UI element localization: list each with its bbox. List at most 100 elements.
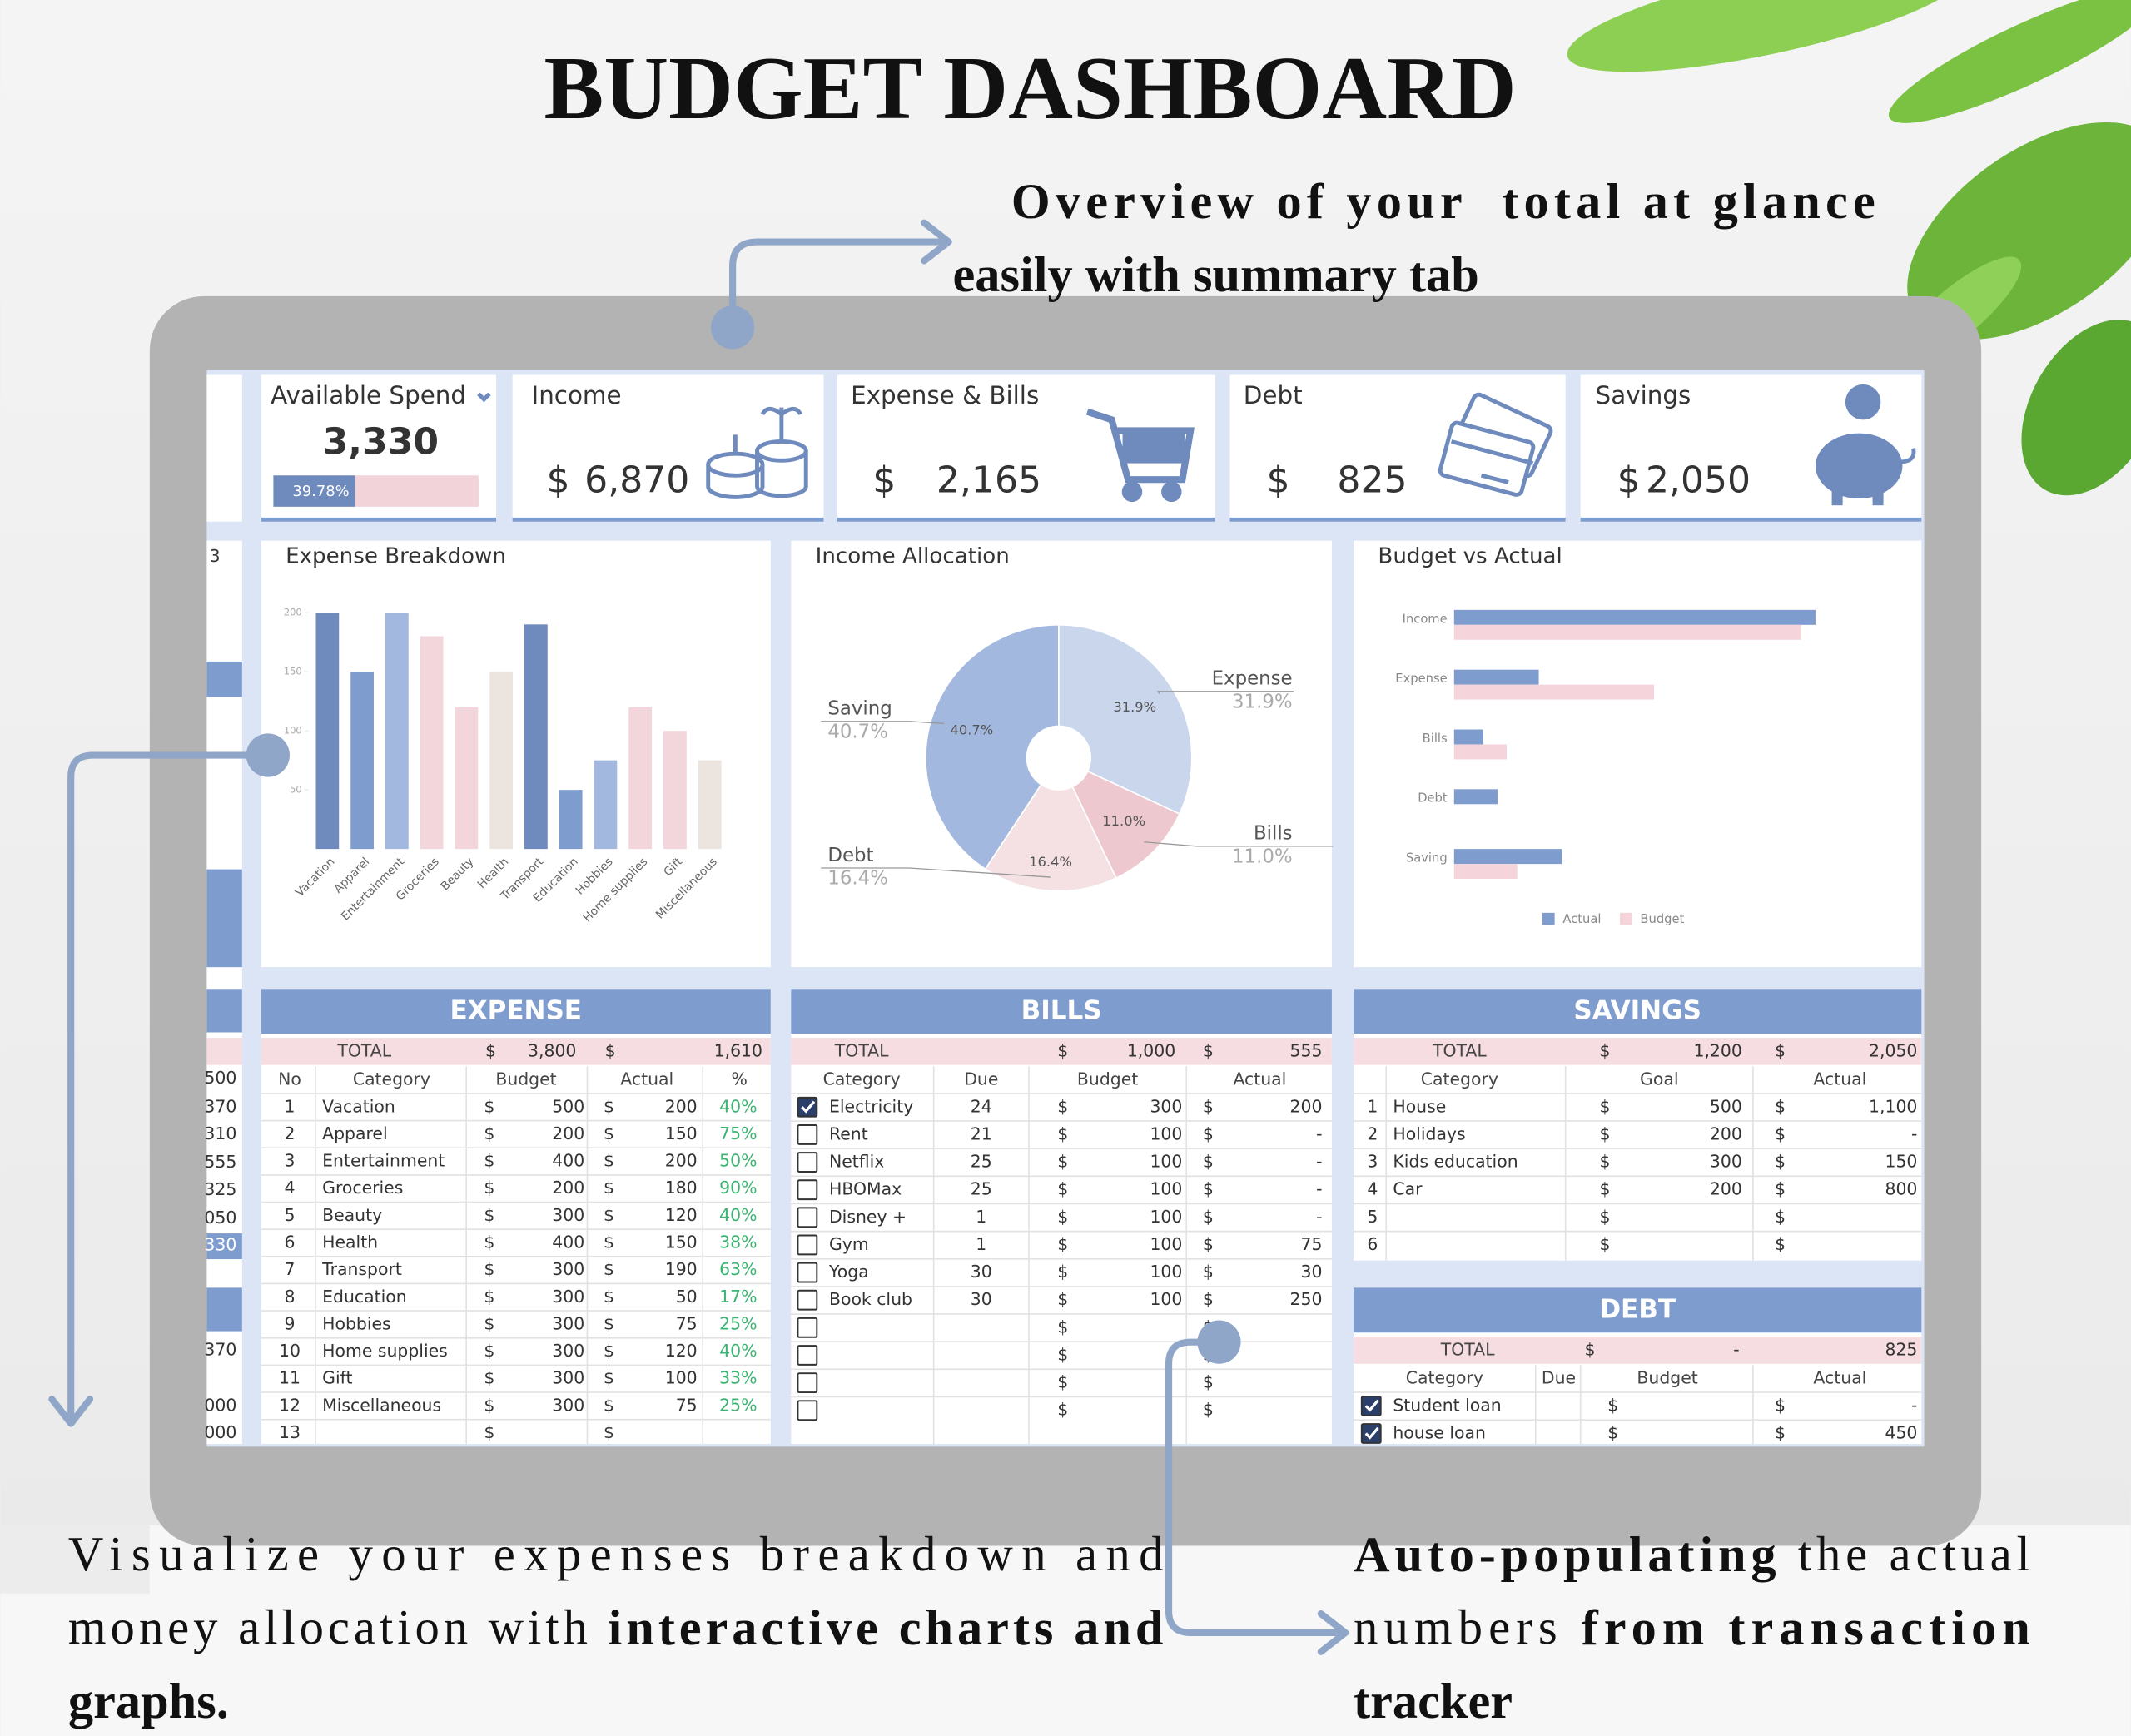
y-category-label: Bills — [1423, 732, 1448, 746]
legend-label: Actual — [1562, 912, 1601, 926]
table-cell: 100 — [665, 1368, 698, 1388]
callout-text: money allocation with — [68, 1600, 604, 1654]
table-cell: 300 — [552, 1205, 584, 1225]
currency: $ — [1775, 1096, 1786, 1116]
card-value: 825 — [1337, 459, 1407, 501]
table-cell: 200 — [1710, 1179, 1742, 1199]
currency: $ — [1599, 1234, 1610, 1254]
callout-text: tracker — [1354, 1674, 1513, 1729]
sidebar-text: 3 — [210, 546, 221, 566]
pie-outer-value: 31.9% — [1232, 691, 1293, 712]
table-cell: 40% — [719, 1341, 757, 1361]
currency: $ — [484, 1178, 494, 1198]
pie-outer-value: 16.4% — [827, 868, 888, 890]
bar — [420, 636, 444, 850]
card-border — [512, 517, 824, 522]
card-value: 3,330 — [323, 421, 439, 464]
column-header: Actual — [1813, 1069, 1866, 1089]
table-cell: house loan — [1393, 1423, 1486, 1443]
table-cell: 11 — [279, 1368, 301, 1388]
currency: $ — [604, 1151, 614, 1171]
checkbox — [797, 1372, 818, 1394]
bar — [1453, 609, 1816, 625]
pie-slice — [1058, 624, 1193, 816]
arrow-dot — [710, 305, 755, 350]
coins-icon — [706, 406, 808, 499]
table-cell: 800 — [1885, 1179, 1917, 1199]
pie-slice — [925, 624, 1060, 870]
currency: $ — [1203, 1179, 1214, 1199]
total-label: TOTAL — [1432, 1040, 1487, 1060]
table-cell: 25 — [971, 1152, 992, 1172]
column-header: Category — [1421, 1069, 1498, 1089]
total-label: TOTAL — [1440, 1339, 1495, 1359]
pie-category-label: Expense — [1212, 668, 1293, 690]
table-cell: Kids education — [1393, 1152, 1518, 1172]
currency: $ — [1203, 1289, 1214, 1309]
bar — [663, 731, 687, 850]
table-cell: 3 — [1367, 1152, 1378, 1172]
total-label: TOTAL — [834, 1040, 889, 1060]
table-cell: 24 — [971, 1096, 992, 1116]
column-header: Due — [964, 1069, 998, 1089]
column-header: Budget — [1077, 1069, 1138, 1089]
currency: $ — [1057, 1344, 1068, 1364]
table-cell: 63% — [719, 1259, 757, 1279]
table-cell: 400 — [552, 1151, 584, 1171]
currency: $ — [484, 1395, 494, 1415]
table-cell: 1 — [976, 1234, 986, 1254]
card-value: 2,050 — [1646, 459, 1751, 501]
checkmark — [1364, 1426, 1379, 1440]
card-value: 6,870 — [584, 459, 689, 501]
card-label: Expense & Bills — [851, 381, 1039, 409]
table-cell: 100 — [1150, 1289, 1182, 1309]
callout-top-line: Overview of your total at glance — [1011, 174, 1875, 230]
table-header — [791, 989, 1332, 1034]
table-cell: Book club — [829, 1289, 912, 1309]
pie-outer-value: 11.0% — [1232, 846, 1293, 867]
sidebar-value: 555 — [204, 1152, 236, 1172]
checkbox — [1360, 1395, 1382, 1416]
column-header: Category — [353, 1069, 430, 1089]
currency: $ — [1203, 1040, 1214, 1060]
bar — [628, 707, 653, 850]
callout-top-line: easily with summary tab — [953, 247, 1479, 303]
card-currency: $ — [872, 459, 896, 501]
currency: $ — [1203, 1234, 1214, 1254]
bar — [385, 613, 409, 850]
table-cell: 75 — [1301, 1234, 1323, 1254]
table-cell: 100 — [1150, 1179, 1182, 1199]
progress-label: 39.78% — [292, 483, 349, 500]
currency: $ — [1057, 1179, 1068, 1199]
currency: $ — [484, 1123, 494, 1143]
currency: $ — [484, 1096, 494, 1116]
column-header: Goal — [1640, 1069, 1678, 1089]
pie-slice — [1057, 756, 1181, 880]
checkbox — [797, 1179, 818, 1201]
table-cell: 1 — [1367, 1096, 1378, 1116]
table-cell: Car — [1393, 1179, 1423, 1199]
sidebar-value: 000 — [204, 1422, 236, 1442]
bar — [1453, 864, 1518, 880]
table-header — [1354, 1287, 1922, 1333]
table-cell: - — [1316, 1179, 1322, 1199]
arrow-dot — [246, 733, 290, 777]
currency: $ — [604, 1395, 614, 1415]
table-cell: Yoga — [828, 1262, 869, 1282]
currency: $ — [1599, 1096, 1610, 1116]
card — [512, 374, 824, 522]
table-cell: - — [1316, 1152, 1322, 1172]
sidebar-highlight — [206, 1233, 242, 1260]
currency: $ — [1203, 1207, 1214, 1227]
table-cell: Entertainment — [322, 1151, 445, 1171]
currency: $ — [1203, 1152, 1214, 1172]
bar — [698, 760, 722, 850]
bar — [524, 624, 548, 850]
table-cell: 100 — [1150, 1234, 1182, 1254]
column-header: % — [732, 1069, 748, 1089]
table-cell: 2 — [1367, 1123, 1378, 1143]
checkbox — [797, 1317, 818, 1338]
table-cell: - — [1316, 1123, 1322, 1143]
bar — [489, 672, 514, 850]
table-panel — [1354, 989, 1922, 1261]
